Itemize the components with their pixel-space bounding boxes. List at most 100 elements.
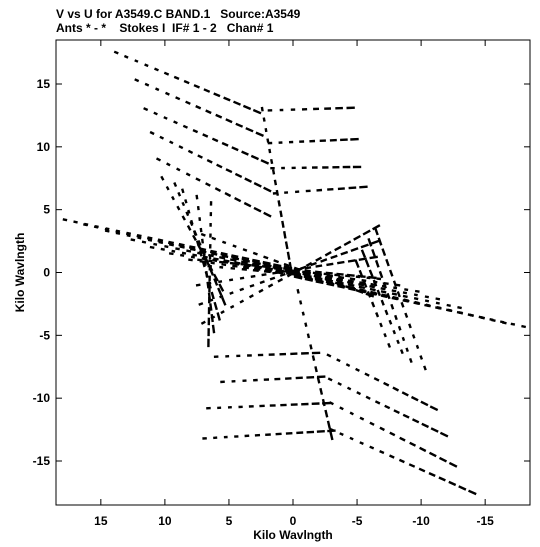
uv-point-332 (181, 201, 186, 207)
uv-point-261 (153, 242, 158, 246)
uv-point-661 (314, 366, 318, 373)
uv-point-157 (429, 405, 439, 412)
uv-point-536 (376, 289, 382, 297)
uv-point-556 (258, 288, 264, 294)
uv-point-570 (208, 298, 214, 303)
uv-point-460 (424, 295, 430, 299)
uv-point-255 (253, 261, 261, 266)
uv-point-188 (369, 445, 375, 450)
uv-point-98 (337, 187, 345, 191)
uv-point-331 (177, 191, 182, 197)
uv-point-431 (414, 300, 420, 305)
uv-point-179 (409, 441, 417, 447)
uv-point-474 (404, 288, 409, 292)
uv-point-169 (430, 427, 439, 433)
uv-point-30 (163, 116, 168, 120)
uv-point-589 (218, 280, 223, 284)
uv-point-155 (410, 395, 419, 402)
chart-subtitle: Ants * - * Stokes I IF# 1 - 2 Chan# 1 (56, 21, 274, 35)
uv-point-520 (401, 336, 406, 342)
uv-point-251 (211, 252, 218, 256)
uv-point-641 (266, 138, 270, 143)
y-tick-label-1: 10 (37, 140, 51, 154)
uv-point-554 (239, 299, 245, 304)
uv-point-427 (458, 311, 463, 315)
uv-point-194 (428, 472, 436, 477)
uv-point-532 (392, 329, 397, 335)
uv-point-571 (219, 294, 224, 299)
uv-point-38 (241, 150, 249, 156)
uv-point-541 (387, 342, 392, 348)
x-tick-label-5: -10 (412, 514, 430, 528)
uv-point-280 (213, 257, 219, 261)
y-tick-label-4: -5 (39, 328, 50, 342)
uv-point-591 (239, 276, 245, 280)
uv-point-31 (173, 120, 178, 125)
uv-point-197 (458, 485, 467, 491)
uv-point-604 (197, 258, 202, 262)
uv-point-444 (446, 303, 451, 307)
uv-point-473 (414, 289, 420, 293)
uv-point-465 (369, 285, 376, 289)
uv-point-249 (189, 247, 196, 252)
uv-point-653 (288, 261, 293, 271)
uv-point-323 (186, 225, 192, 231)
uv-point-562 (315, 256, 323, 262)
uv-point-186 (349, 436, 354, 441)
uv-point-171 (328, 401, 334, 406)
uv-point-47 (206, 159, 213, 164)
uv-point-147 (336, 358, 341, 363)
uv-point-160 (346, 386, 352, 391)
uv-point-615 (314, 270, 322, 274)
x-tick-label-2: 5 (226, 514, 233, 528)
uv-point-611 (272, 266, 278, 270)
uv-point-190 (389, 454, 395, 459)
uv-point-25 (235, 122, 244, 128)
uv-point-344 (184, 199, 188, 204)
uv-point-24 (225, 118, 233, 124)
uv-point-486 (384, 282, 389, 285)
uv-point-439 (325, 280, 334, 285)
uv-point-406 (491, 318, 496, 322)
uv-point-302 (210, 261, 215, 265)
uv-point-170 (439, 431, 449, 438)
uv-point-440 (314, 278, 323, 283)
uv-point-549 (354, 259, 360, 269)
uv-point-540 (360, 249, 367, 258)
uv-point-662 (316, 377, 321, 384)
uv-point-522 (394, 314, 398, 321)
uv-point-303 (221, 263, 227, 267)
uv-points (62, 50, 527, 496)
uv-point-22 (205, 109, 212, 115)
uv-point-629 (283, 262, 290, 268)
uv-point-298 (275, 269, 284, 273)
uv-point-654 (296, 288, 300, 294)
uv-point-510 (400, 301, 405, 308)
uv-point-456 (314, 276, 323, 281)
uv-point-300 (188, 258, 193, 262)
uv-point-623 (221, 240, 227, 245)
uv-point-61 (224, 192, 232, 198)
uv-point-576 (269, 276, 276, 281)
uv-point-153 (392, 386, 400, 392)
uv-point-626 (252, 251, 258, 256)
uv-point-277 (181, 251, 187, 255)
uv-point-449 (391, 292, 398, 296)
uv-point-481 (325, 275, 333, 280)
uv-point-292 (212, 258, 218, 263)
uv-point-177 (389, 431, 396, 437)
y-tick-label-5: -10 (33, 391, 51, 405)
uv-point-321 (176, 205, 181, 211)
uv-point-320 (171, 195, 175, 201)
uv-point-639 (262, 117, 266, 122)
uv-point-324 (192, 234, 197, 241)
uv-point-479 (347, 279, 354, 283)
uv-point-152 (383, 381, 390, 387)
uv-point-172 (339, 406, 344, 411)
uv-point-341 (217, 287, 223, 296)
uv-point-4 (154, 67, 159, 72)
uv-point-526 (378, 270, 384, 279)
uv-point-338 (205, 258, 210, 266)
uv-point-231 (188, 246, 196, 250)
uv-point-521 (397, 325, 402, 331)
